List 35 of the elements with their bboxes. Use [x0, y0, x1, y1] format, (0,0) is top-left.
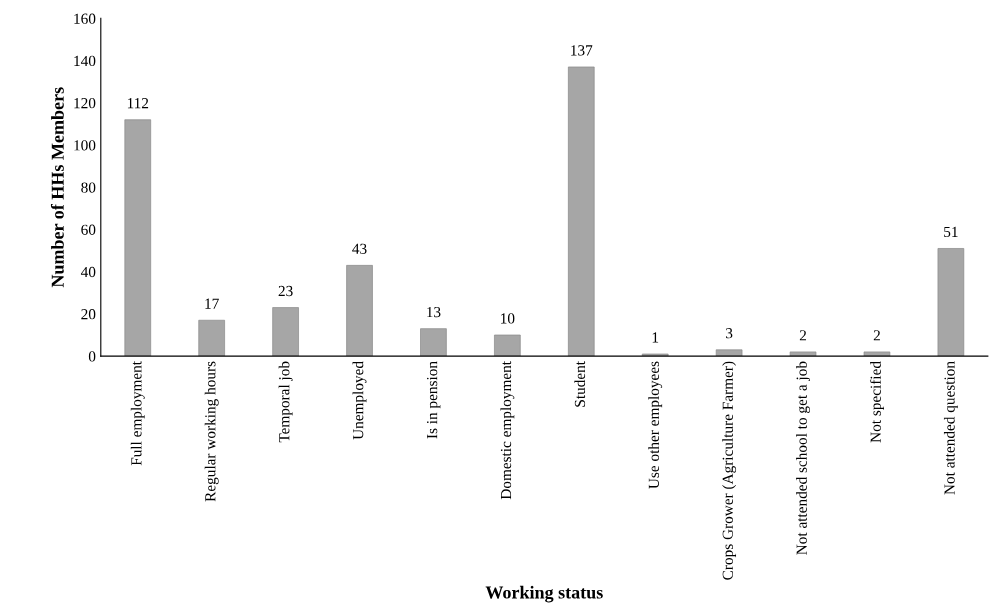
x-tick-label: Is in pension [427, 361, 441, 439]
x-tick-label: Not attended school to get a job [796, 361, 810, 555]
data-label: 2 [799, 330, 807, 341]
y-tick-label: 140 [74, 55, 96, 67]
data-label: 1 [652, 332, 659, 343]
data-label: 137 [571, 45, 593, 56]
y-tick-label: 0 [88, 351, 96, 362]
y-tick-label: 20 [81, 309, 96, 320]
y-tick-label: 80 [81, 182, 96, 193]
y-tick-label: 60 [81, 224, 96, 235]
x-tick-label: Crops Grower (Agriculture Farmer) [722, 361, 737, 580]
y-tick-label: 100 [74, 140, 96, 151]
y-tick-label: 40 [80, 266, 96, 278]
y-axis-title: Number of HHs Members [50, 87, 64, 288]
x-tick-label: Use other employees [648, 361, 663, 489]
data-label: 17 [205, 298, 219, 309]
x-axis-title: Working status [485, 585, 603, 603]
data-label: 112 [127, 98, 149, 109]
y-tick-label: 120 [74, 97, 96, 109]
x-tick-label: Unemployed [352, 361, 367, 440]
y-tick-label: 160 [74, 13, 96, 24]
x-tick-label: Full employment [130, 361, 145, 466]
data-label: 23 [278, 285, 293, 297]
data-label: 51 [944, 226, 958, 238]
x-tick-label: Temporal job [278, 361, 293, 443]
x-tick-label: Regular working hours [204, 361, 219, 502]
x-tick-label: Not attended question [943, 361, 958, 495]
data-label: 3 [726, 328, 733, 339]
data-label: 10 [501, 313, 515, 324]
x-tick-label: Student [574, 361, 586, 407]
data-label: 43 [352, 243, 367, 254]
x-tick-label: Domestic employment [500, 361, 515, 500]
x-tick-label: Not specified [869, 361, 884, 443]
data-label: 2 [873, 330, 880, 341]
data-label: 13 [427, 306, 441, 318]
